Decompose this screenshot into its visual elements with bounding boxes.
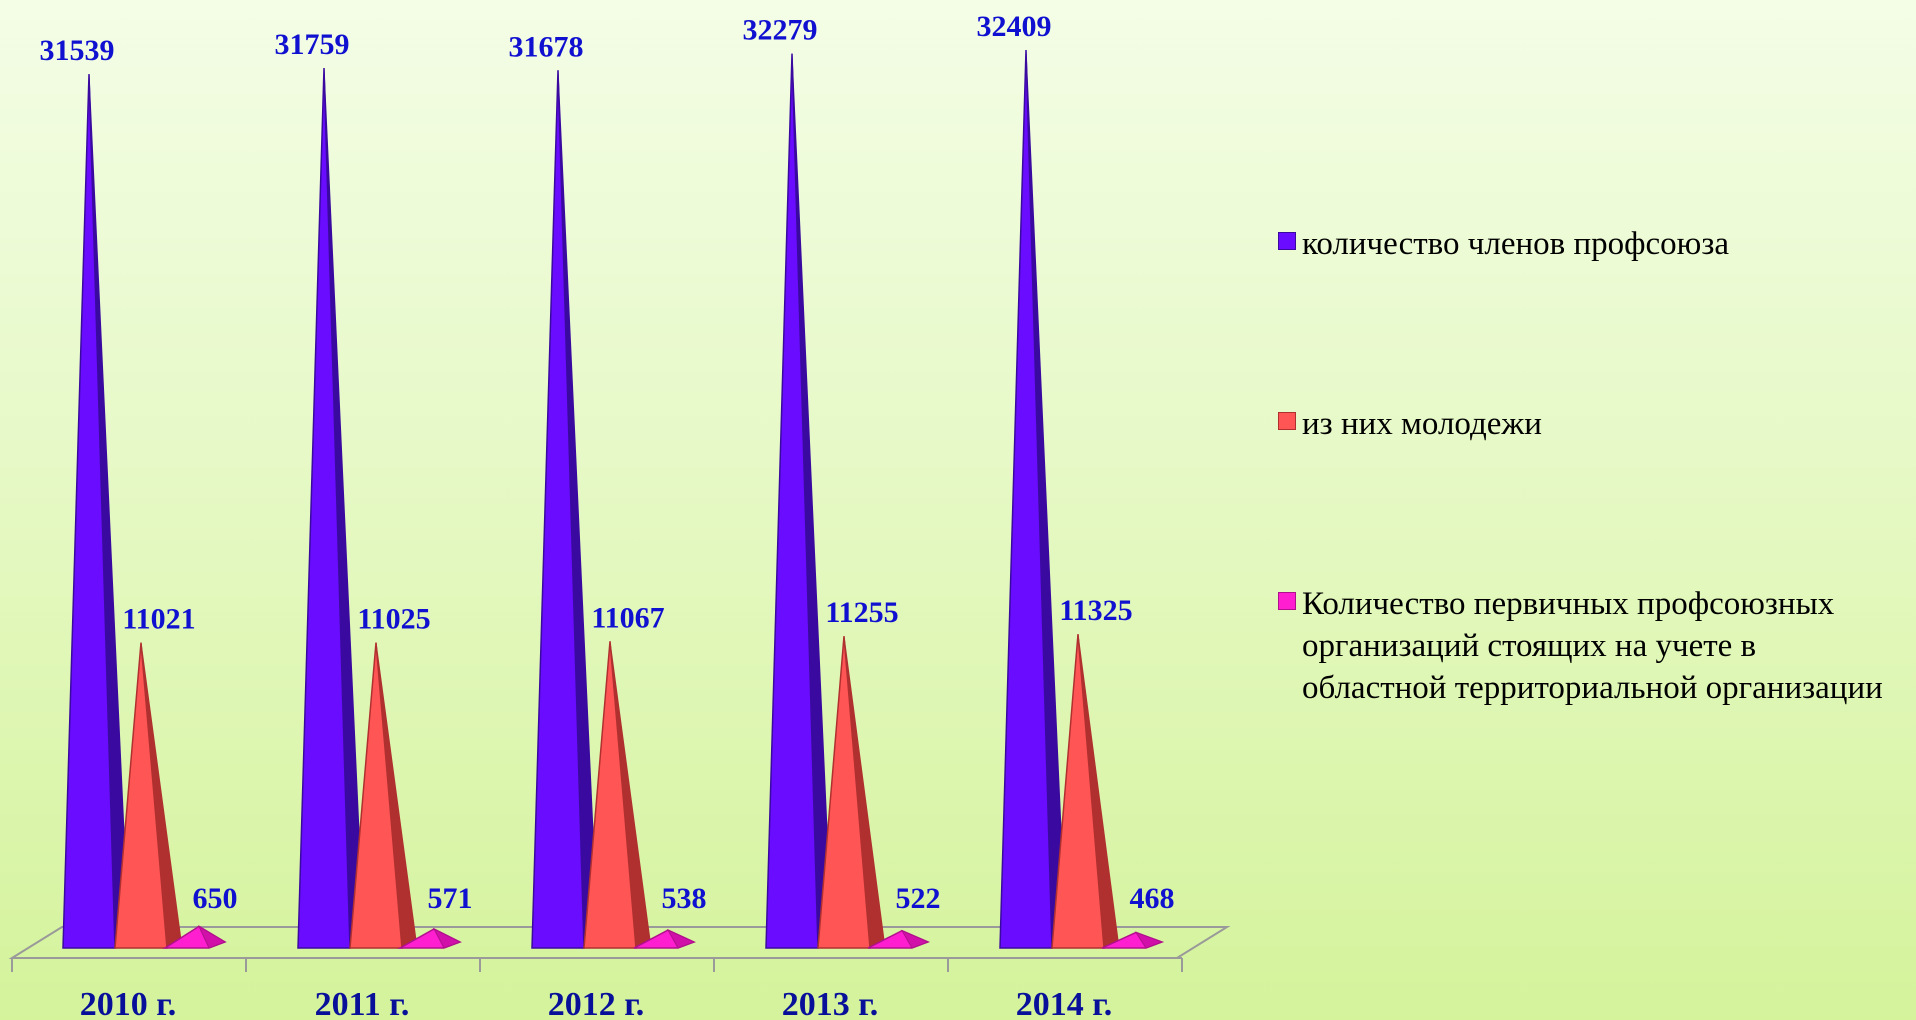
data-label: 650 — [193, 882, 238, 915]
bar — [297, 67, 351, 949]
legend-label: Количество первичных профсоюзных организ… — [1302, 586, 1883, 706]
bar — [1051, 634, 1105, 949]
bar — [999, 49, 1053, 949]
x-tick-label: 2011 г. — [315, 986, 410, 1020]
bar — [62, 74, 116, 949]
legend-swatch — [1278, 412, 1296, 430]
data-label: 522 — [896, 882, 941, 915]
data-label: 32279 — [743, 14, 818, 47]
x-axis: 2010 г. 2011 г. 2012 г. 2013 г. 2014 г. — [11, 957, 1183, 1020]
data-label: 538 — [662, 882, 707, 915]
legend-swatch — [1278, 592, 1296, 610]
data-label: 571 — [428, 882, 473, 915]
data-label: 11025 — [357, 603, 430, 636]
data-label: 468 — [1130, 882, 1175, 915]
data-label: 11325 — [1059, 594, 1132, 627]
data-label: 11021 — [122, 603, 195, 636]
legend-item: Количество первичных профсоюзных организ… — [1278, 583, 1902, 709]
bar — [765, 53, 819, 949]
x-tick-label: 2010 г. — [80, 986, 177, 1020]
data-label: 11067 — [591, 601, 664, 634]
bar — [583, 641, 637, 949]
chart-data-labels: 31539 11021 650 31759 11025 571 31678 11067 538 3… — [40, 10, 1175, 915]
bar — [114, 642, 168, 949]
chart-marks — [62, 49, 1165, 949]
x-tick-label: 2014 г. — [1016, 986, 1113, 1020]
data-label: 31539 — [40, 34, 115, 67]
legend-item: количество членов профсоюза — [1278, 223, 1902, 265]
bar — [349, 642, 403, 949]
bar-side — [197, 925, 227, 949]
x-tick-label: 2013 г. — [782, 986, 879, 1020]
bar-side — [432, 927, 462, 949]
bar — [817, 636, 871, 949]
bar-side — [1134, 931, 1164, 949]
x-tick-label: 2012 г. — [548, 986, 645, 1020]
data-label: 31678 — [509, 30, 584, 63]
data-label: 31759 — [275, 28, 350, 61]
legend-swatch — [1278, 232, 1296, 250]
bar-side — [900, 929, 930, 949]
bar — [531, 70, 585, 949]
data-label: 32409 — [977, 10, 1052, 43]
legend-label: количество членов профсоюза — [1302, 226, 1730, 262]
data-label: 11255 — [825, 596, 898, 629]
legend-item: из них молодежи — [1278, 403, 1902, 445]
bar-side — [666, 929, 696, 949]
legend-label: из них молодежи — [1302, 406, 1542, 442]
